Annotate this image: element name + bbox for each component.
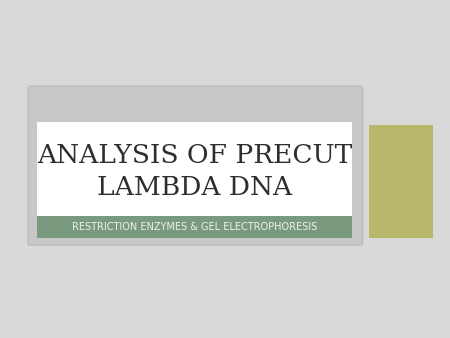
Bar xyxy=(37,216,351,238)
Bar xyxy=(37,122,351,221)
Bar xyxy=(369,125,432,238)
FancyBboxPatch shape xyxy=(28,86,363,245)
Text: RESTRICTION ENZYMES & GEL ELECTROPHORESIS: RESTRICTION ENZYMES & GEL ELECTROPHORESI… xyxy=(72,222,317,232)
Text: ANALYSIS OF PRECUT
LAMBDA DNA: ANALYSIS OF PRECUT LAMBDA DNA xyxy=(36,143,352,200)
